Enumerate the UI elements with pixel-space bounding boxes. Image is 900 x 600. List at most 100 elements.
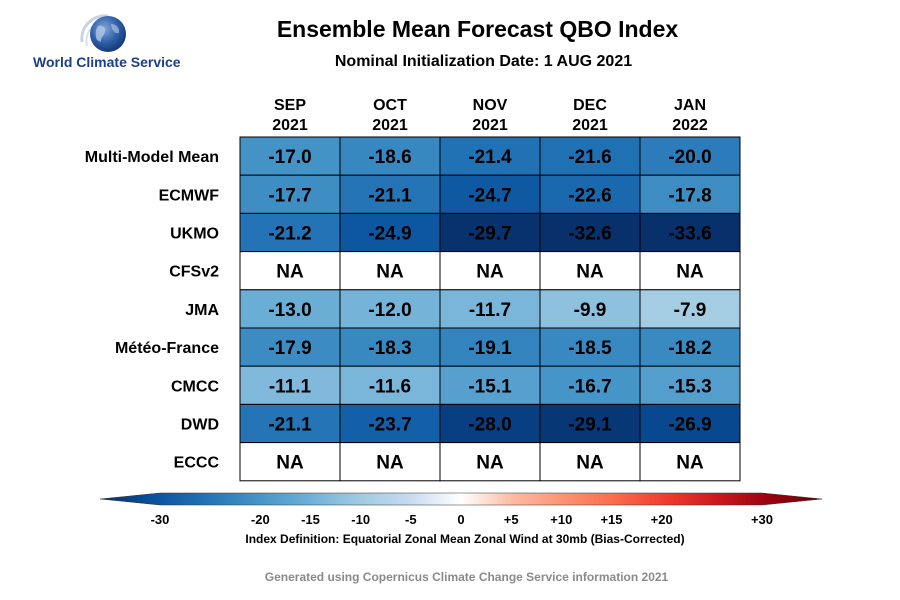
- chart-subtitle: Nominal Initialization Date: 1 AUG 2021: [334, 53, 633, 70]
- column-header-year: 2021: [272, 117, 308, 134]
- column-header-year: 2022: [672, 117, 708, 134]
- cell-value: -11.7: [469, 300, 511, 321]
- colorbar-tick-label: +15: [600, 512, 623, 527]
- heatmap-cell: [339, 251, 441, 291]
- qbo-heatmap: SEP 2021 OCT 2021 NOV 2021 DEC 2021 JAN 2022 Multi…: [85, 97, 823, 506]
- colorbar-tick-label: +30: [750, 512, 774, 527]
- colorbar: [99, 492, 823, 506]
- cell-value: -15.3: [668, 376, 711, 397]
- heatmap-cell: [239, 327, 341, 367]
- cell-value: -15.1: [468, 376, 512, 397]
- cell-value: NA: [376, 262, 404, 283]
- heatmap-cell: [639, 136, 741, 176]
- cell-value: NA: [676, 262, 704, 283]
- footer-credit: Generated using Copernicus Climate Chang…: [264, 570, 669, 584]
- column-header-year: 2021: [472, 117, 508, 134]
- heatmap-cell: [539, 212, 641, 253]
- cell-value: -21.1: [268, 415, 312, 436]
- colorbar-tick-label: +10: [550, 512, 573, 527]
- column-header-month: JAN: [674, 97, 706, 114]
- heatmap-cell: [239, 212, 341, 253]
- cell-value: -11.6: [369, 376, 411, 397]
- row-label: CMCC: [171, 378, 219, 395]
- heatmap-cell: [439, 403, 541, 444]
- heatmap-cell: [639, 442, 741, 482]
- cell-value: NA: [576, 262, 604, 283]
- heatmap-cell: [539, 289, 641, 329]
- cell-value: -7.9: [674, 300, 707, 321]
- cell-value: -17.7: [268, 185, 311, 206]
- heatmap-cell: [639, 174, 741, 214]
- row-label: CFSv2: [169, 264, 219, 281]
- cell-value: -18.3: [368, 338, 411, 359]
- cell-value: -21.1: [368, 185, 412, 206]
- colorbar-tick-labels: -30 -20 -15 -10 -5 0 +5 +10 +15 +20 +30: [0, 512, 900, 532]
- cell-value: -29.1: [568, 415, 612, 436]
- cell-value: -28.0: [468, 415, 511, 436]
- heatmap-cell: [439, 327, 541, 367]
- column-header-month: OCT: [373, 97, 407, 114]
- colorbar-tick-label: -10: [351, 512, 371, 527]
- world-climate-service-logo: World Climate Service: [30, 10, 190, 72]
- heatmap-cell: [439, 212, 541, 253]
- row-label: ECMWF: [159, 187, 220, 204]
- row-label: UKMO: [170, 226, 219, 243]
- colorbar-tick-label: +5: [503, 512, 519, 527]
- cell-value: -22.6: [568, 185, 611, 206]
- cell-value: -17.8: [668, 185, 711, 206]
- cell-value: -17.9: [268, 338, 311, 359]
- cell-value: -21.6: [568, 147, 611, 168]
- colorbar-tick-label: -30: [150, 512, 170, 527]
- globe-icon: [80, 14, 126, 52]
- cell-value: -12.0: [368, 300, 411, 321]
- cell-value: -18.2: [668, 338, 711, 359]
- chart-title: Ensemble Mean Forecast QBO Index: [276, 16, 679, 42]
- heatmap-cell: [539, 365, 641, 405]
- cell-value: -18.6: [368, 147, 411, 168]
- heatmap-cell: [439, 442, 541, 482]
- heatmap-cell: [339, 365, 441, 405]
- cell-value: -29.7: [468, 224, 511, 245]
- heatmap-cell: [439, 251, 541, 291]
- cell-value: NA: [676, 453, 704, 474]
- column-header-month: NOV: [473, 97, 508, 114]
- heatmap-cell: [239, 365, 341, 405]
- cell-value: -18.5: [568, 338, 612, 359]
- heatmap-cell: [239, 174, 341, 214]
- cell-value: -24.7: [468, 185, 511, 206]
- cell-value: NA: [576, 453, 604, 474]
- heatmap-cell: [639, 365, 741, 405]
- colorbar-tick-label: -15: [301, 512, 320, 527]
- cell-value: -21.2: [268, 224, 311, 245]
- heatmap-cell: [439, 365, 541, 405]
- cell-value: -32.6: [568, 224, 611, 245]
- colorbar-tick-label: 0: [457, 512, 465, 527]
- cell-value: NA: [276, 453, 304, 474]
- column-header-month: SEP: [274, 97, 306, 114]
- cell-value: -26.9: [668, 415, 711, 436]
- cell-value: NA: [376, 453, 404, 474]
- cell-value: -11.1: [269, 376, 312, 397]
- heatmap-cell: [539, 251, 641, 291]
- cell-value: -23.7: [368, 415, 411, 436]
- heatmap-cell: [639, 289, 741, 329]
- row-label: Multi-Model Mean: [85, 149, 219, 166]
- colorbar-tick-label: -5: [405, 512, 417, 527]
- cell-value: -17.0: [268, 147, 311, 168]
- cell-value: NA: [476, 262, 504, 283]
- heatmap-cell: [339, 403, 441, 444]
- row-label: DWD: [181, 417, 219, 434]
- cell-value: NA: [276, 262, 304, 283]
- row-label: ECCC: [174, 455, 220, 472]
- column-header-month: DEC: [573, 97, 607, 114]
- logo-text: World Climate Service: [33, 54, 181, 70]
- heatmap-cell: [539, 442, 641, 482]
- heatmap-cell: [239, 442, 341, 482]
- heatmap-cell: [539, 403, 641, 444]
- cell-value: NA: [476, 453, 504, 474]
- cell-value: -20.0: [668, 147, 711, 168]
- cell-value: -13.0: [268, 300, 311, 321]
- colorbar-tick-label: -20: [250, 512, 270, 527]
- cell-value: -19.1: [468, 338, 512, 359]
- colorbar-tick-label: +20: [650, 512, 673, 527]
